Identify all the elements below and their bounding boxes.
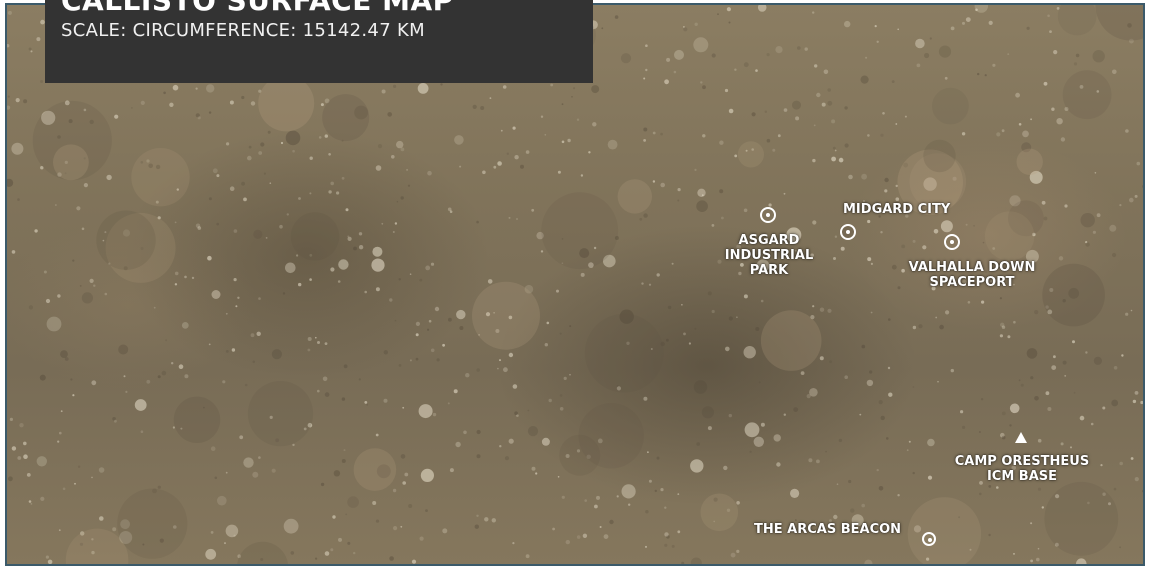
map-title: CALLISTO SURFACE MAP	[61, 0, 454, 17]
asgard-label-line3: PARK	[749, 263, 789, 278]
valhalla-label-line1: VALHALLA DOWN	[908, 260, 1036, 275]
valhalla-marker-icon[interactable]	[944, 234, 960, 250]
map-scale: SCALE: CIRCUMFERENCE: 15142.47 KM	[61, 20, 425, 41]
asgard-label-line1: ASGARD	[738, 233, 800, 248]
arcas-label: THE ARCAS BEACON	[754, 522, 901, 537]
title-panel: CALLISTO SURFACE MAP SCALE: CIRCUMFERENC…	[45, 0, 593, 83]
camp-label-line1: CAMP ORESTHEUS	[954, 454, 1090, 469]
asgard-marker-icon[interactable]	[760, 207, 776, 223]
crater-texture	[7, 5, 1143, 564]
valhalla-label: VALHALLA DOWN SPACEPORT	[907, 260, 1037, 290]
callisto-surface-map[interactable]: ASGARD INDUSTRIAL PARK MIDGARD CITY VALH…	[5, 3, 1145, 566]
camp-label-line2: ICM BASE	[986, 469, 1058, 484]
camp-marker-icon[interactable]	[1015, 432, 1027, 443]
midgard-marker-icon[interactable]	[840, 224, 856, 240]
midgard-label: MIDGARD CITY	[843, 202, 950, 217]
arcas-marker-icon[interactable]	[922, 532, 936, 546]
midgard-label-line1: MIDGARD CITY	[843, 202, 951, 217]
asgard-label: ASGARD INDUSTRIAL PARK	[719, 233, 819, 278]
arcas-label-line1: THE ARCAS BEACON	[754, 522, 902, 537]
valhalla-label-line2: SPACEPORT	[929, 275, 1015, 290]
asgard-label-line2: INDUSTRIAL	[724, 248, 814, 263]
camp-label: CAMP ORESTHEUS ICM BASE	[947, 454, 1097, 484]
